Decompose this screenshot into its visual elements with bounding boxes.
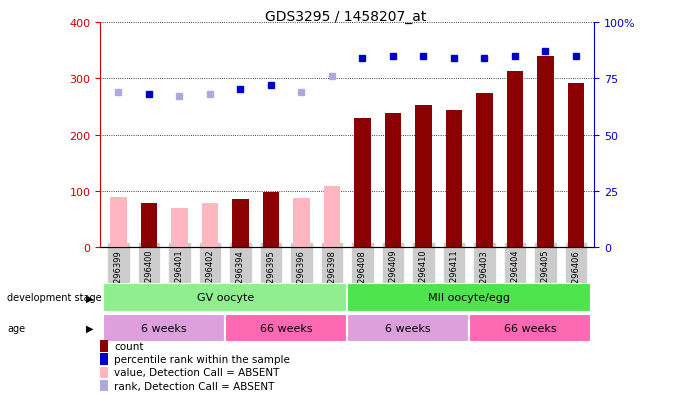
Bar (103, 284, 347, 312)
Bar (385, 114, 401, 248)
Bar (263, 192, 279, 248)
Bar (232, 200, 249, 248)
Bar (103, 314, 225, 342)
Bar (347, 314, 469, 342)
Text: GV oocyte: GV oocyte (197, 293, 254, 303)
Text: 66 weeks: 66 weeks (504, 323, 556, 333)
Bar (323, 187, 341, 248)
Bar (171, 209, 188, 248)
Text: value, Detection Call = ABSENT: value, Detection Call = ABSENT (114, 368, 279, 377)
Bar (347, 284, 591, 312)
Bar (225, 314, 347, 342)
Bar (537, 57, 554, 248)
Bar (469, 314, 591, 342)
Bar (567, 83, 585, 248)
Text: age: age (7, 323, 25, 333)
Bar (293, 198, 310, 248)
Bar (202, 204, 218, 248)
Text: ▶: ▶ (86, 293, 93, 303)
Bar (140, 204, 158, 248)
Bar (110, 197, 127, 248)
Text: development stage: development stage (7, 293, 102, 303)
Bar (507, 72, 523, 248)
Bar (415, 106, 432, 248)
Text: MII oocyte/egg: MII oocyte/egg (428, 293, 510, 303)
Bar (476, 94, 493, 248)
Bar (354, 119, 371, 248)
Text: ▶: ▶ (86, 323, 93, 333)
Text: 6 weeks: 6 weeks (386, 323, 431, 333)
Bar (446, 111, 462, 248)
Text: GDS3295 / 1458207_at: GDS3295 / 1458207_at (265, 10, 426, 24)
Text: percentile rank within the sample: percentile rank within the sample (114, 354, 290, 364)
Text: 6 weeks: 6 weeks (142, 323, 187, 333)
Text: count: count (114, 341, 144, 351)
Text: rank, Detection Call = ABSENT: rank, Detection Call = ABSENT (114, 381, 274, 391)
Text: 66 weeks: 66 weeks (260, 323, 312, 333)
